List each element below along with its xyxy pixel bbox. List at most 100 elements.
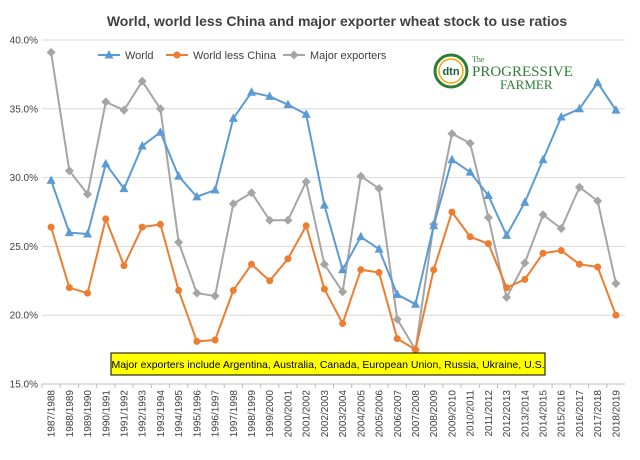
data-point-major-exporters (356, 171, 366, 181)
data-point-world (137, 140, 147, 150)
data-point-world-less-china (302, 222, 310, 230)
x-tick-label: 2016/2017 (575, 390, 586, 438)
data-point-major-exporters (174, 237, 184, 247)
x-tick-label: 1993/1994 (156, 390, 167, 438)
legend-marker-major-exporters (289, 50, 299, 60)
y-tick-label: 40.0% (10, 36, 38, 47)
data-point-world-less-china (339, 319, 347, 327)
series-major-exporters (46, 47, 621, 355)
gridlines (42, 39, 625, 385)
data-point-world-less-china (102, 215, 110, 223)
data-point-world (83, 229, 93, 238)
data-point-world (556, 112, 566, 121)
data-point-major-exporters (119, 105, 129, 115)
x-tick-label: 1996/1997 (211, 390, 222, 438)
series-line-world (50, 81, 617, 306)
y-tick-label: 20.0% (10, 311, 38, 322)
data-point-world (64, 227, 74, 237)
data-point-major-exporters (556, 224, 566, 234)
data-point-world-less-china (266, 277, 274, 285)
data-point-major-exporters (392, 314, 402, 324)
data-point-world (465, 167, 475, 176)
data-point-major-exporters (374, 184, 384, 194)
data-point-major-exporters (574, 182, 584, 192)
legend-marker-world-less-china (173, 51, 181, 59)
note-box: Major exporters include Argentina, Austr… (110, 352, 546, 376)
x-tick-label: 1994/1995 (174, 390, 185, 438)
x-tick-label: 2000/2001 (283, 390, 294, 438)
data-point-world (119, 183, 129, 193)
data-point-world (447, 154, 457, 164)
data-point-world-less-china (84, 289, 92, 297)
data-point-major-exporters (265, 215, 275, 225)
data-point-world-less-china (430, 266, 438, 274)
data-point-major-exporters (83, 189, 93, 199)
data-point-world (101, 158, 111, 168)
data-point-major-exporters (228, 199, 238, 209)
data-point-world-less-china (193, 337, 201, 345)
y-tick-label: 30.0% (10, 173, 38, 184)
x-tick-label: 1992/1993 (138, 390, 149, 438)
data-point-world (593, 77, 603, 87)
x-tick-label: 2001/2002 (302, 390, 313, 438)
x-tick-label: 2018/2019 (611, 390, 622, 438)
data-point-world-less-china (503, 284, 511, 292)
data-point-major-exporters (502, 292, 512, 302)
data-point-world (319, 200, 329, 209)
data-point-world (301, 109, 311, 118)
data-point-world-less-china (411, 346, 419, 354)
x-tick-label: 1997/1998 (229, 390, 240, 438)
series-world (46, 77, 621, 308)
legend-label-major-exporters: Major exporters (310, 50, 387, 62)
x-tick-label: 2007/2008 (411, 390, 422, 438)
data-point-world-less-china (448, 208, 456, 216)
logo-accent (438, 58, 464, 84)
data-point-major-exporters (137, 76, 147, 86)
data-point-world (283, 99, 293, 109)
x-tick-label: 1991/1992 (119, 390, 130, 438)
data-point-world-less-china (211, 336, 219, 344)
data-point-world (210, 184, 220, 194)
data-point-major-exporters (538, 210, 548, 220)
x-tick-label: 2009/2010 (447, 390, 458, 438)
x-tick-label: 2013/2014 (520, 390, 531, 438)
series-layer (46, 47, 621, 355)
logo-prefix: The (472, 55, 485, 64)
data-point-world (338, 264, 348, 274)
data-point-world-less-china (284, 255, 292, 263)
data-point-major-exporters (301, 177, 311, 187)
data-point-world (155, 127, 165, 136)
logo-name-line1: PROGRESSIVE (472, 64, 573, 80)
series-line-major-exporters (50, 52, 617, 351)
note-box-bg (110, 352, 546, 376)
x-tick-label: 1998/1999 (247, 390, 258, 438)
data-point-world (46, 175, 56, 184)
data-point-world-less-china (175, 286, 183, 294)
x-tick-label: 2003/2004 (338, 390, 349, 438)
data-point-world-less-china (575, 260, 583, 268)
data-point-major-exporters (210, 291, 220, 301)
note-text: Major exporters include Argentina, Austr… (111, 359, 544, 371)
data-point-major-exporters (192, 288, 202, 298)
data-point-major-exporters (593, 196, 603, 206)
data-point-major-exporters (611, 279, 621, 289)
series-line-world-less-china (50, 211, 617, 351)
data-point-world-less-china (375, 269, 383, 277)
x-tick-label: 2014/2015 (539, 390, 550, 438)
x-tick-label: 1989/1990 (83, 390, 94, 438)
legend-marker-world (104, 50, 114, 59)
data-point-world (374, 244, 384, 253)
data-point-world-less-china (612, 311, 620, 319)
data-point-world (611, 105, 621, 114)
data-point-world-less-china (539, 249, 547, 257)
data-point-world (538, 154, 548, 164)
y-tick-label: 15.0% (10, 380, 38, 391)
data-point-world (429, 220, 439, 230)
data-point-major-exporters (46, 47, 56, 57)
y-axis: 15.0% 20.0% 25.0% 30.0% 35.0% 40.0% (10, 36, 38, 391)
data-point-world-less-china (521, 275, 529, 283)
data-point-major-exporters (520, 258, 530, 268)
x-tick-label: 2004/2005 (356, 390, 367, 438)
y-tick-label: 35.0% (10, 104, 38, 115)
